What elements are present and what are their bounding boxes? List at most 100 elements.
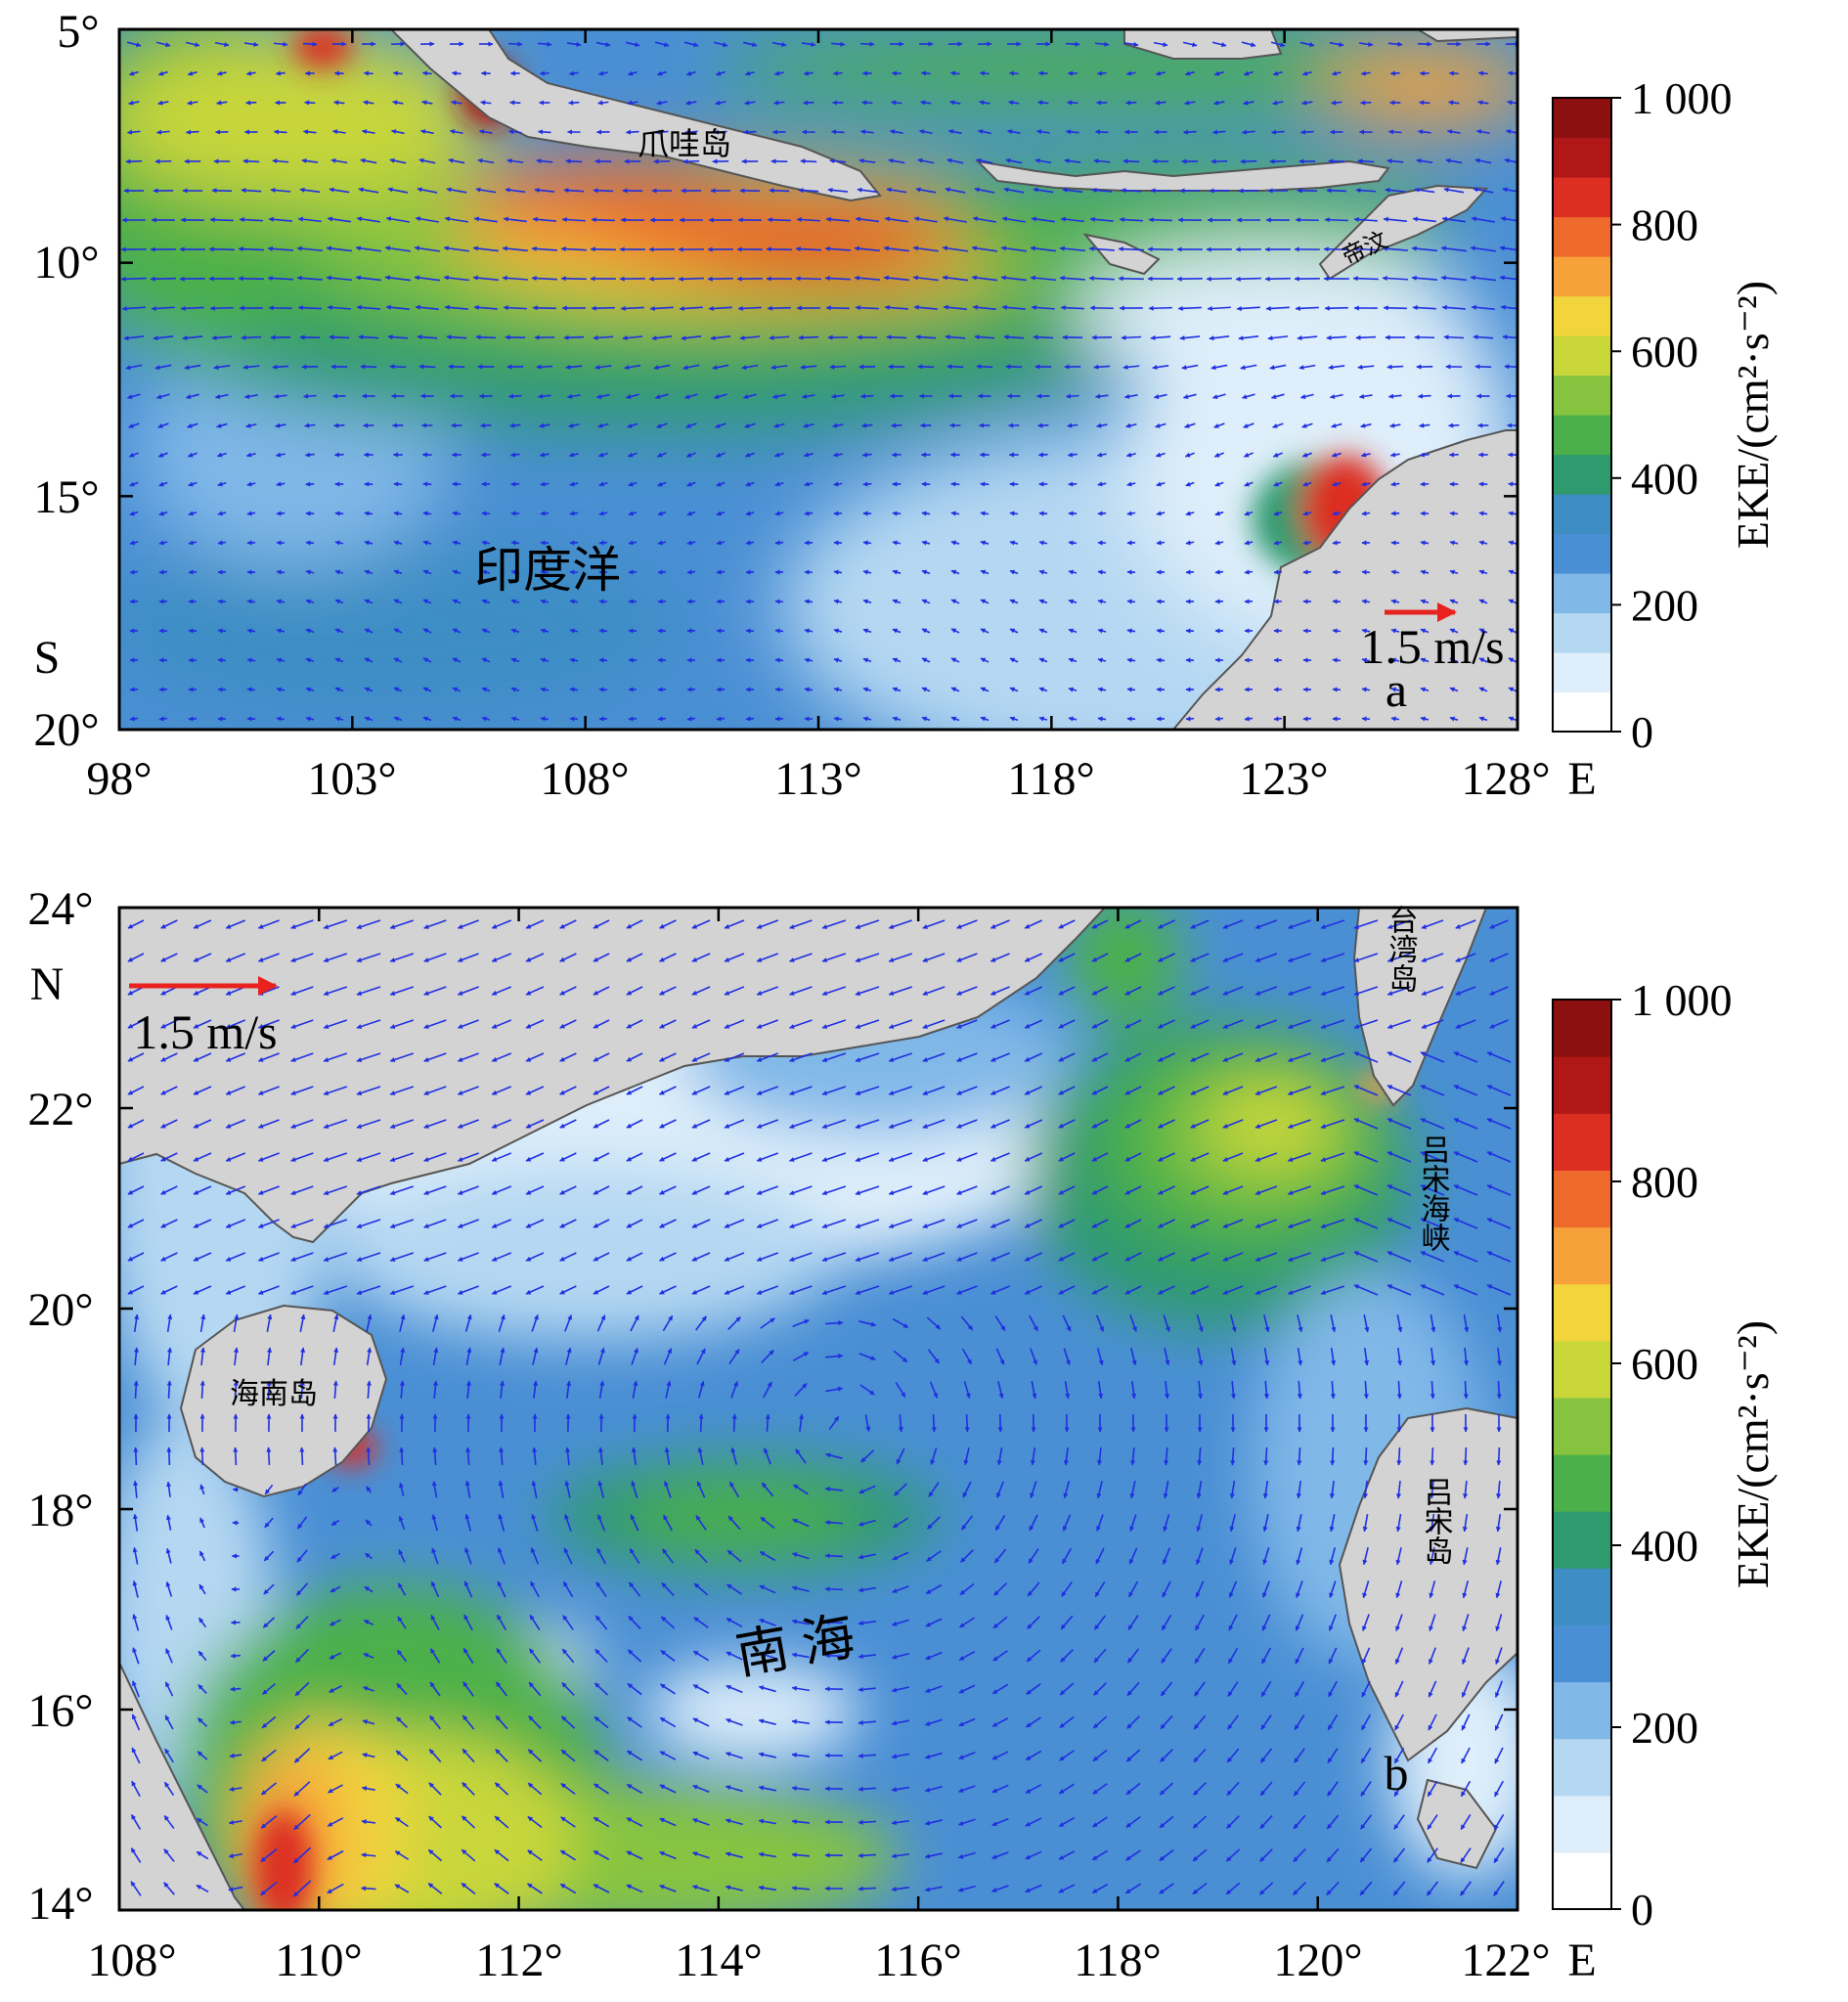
panel-a-vector-785 — [628, 511, 638, 516]
panel-a-vector-322 — [1119, 217, 1143, 223]
panel-a-vector-813 — [1449, 511, 1459, 516]
panel-a-vector-268 — [945, 187, 966, 194]
panel-a-vector-177 — [1094, 129, 1109, 135]
panel-a-vector-757 — [1214, 481, 1224, 487]
panel-a-vector-265 — [857, 187, 878, 194]
panel-a-vector-817 — [158, 540, 168, 546]
panel-a-vector-545 — [624, 364, 641, 371]
panel-a-vector-631 — [333, 423, 345, 428]
panel-a-vector-818 — [188, 540, 198, 546]
panel-a-vector-439 — [327, 304, 351, 311]
panel-a-vector-135 — [1272, 100, 1284, 106]
panel-a-vector-334 — [1471, 216, 1495, 223]
panel-a-vector-537 — [389, 364, 407, 370]
panel-a-vector-409 — [854, 275, 880, 281]
panel-a-vector-730 — [422, 481, 432, 487]
panel-a-vector-517 — [1209, 335, 1230, 341]
panel-a-vector-697 — [861, 452, 872, 458]
label-java: 爪哇岛 — [638, 125, 731, 162]
panel-a-vector-1142 — [1244, 716, 1254, 722]
label-luzon: 吕宋岛 — [1419, 1477, 1453, 1565]
panel-a-vector-234 — [1357, 158, 1375, 164]
panel-a-vector-473 — [1324, 305, 1348, 311]
panel-a-vector-571 — [1386, 364, 1404, 370]
panel-a-vector-910 — [1478, 569, 1488, 575]
panel-a-vector-249 — [387, 187, 409, 194]
panel-a-vector-580 — [243, 393, 258, 399]
panel-a-vector-550 — [770, 364, 788, 371]
panel-a-vector-469 — [1207, 305, 1231, 312]
panel-a-current-vectors — [120, 41, 1518, 722]
panel-a-vector-124 — [949, 100, 961, 106]
panel-a-vector-32 — [1065, 41, 1080, 47]
panel-a-vector-395 — [443, 275, 469, 282]
panel-a-vector-331 — [1383, 216, 1407, 222]
panel-a-vector-870 — [305, 569, 315, 575]
panel-a-vector-802 — [1126, 511, 1136, 516]
panel-b-y-suffix: N — [30, 958, 65, 1010]
colorbar-b-swatch-4 — [1553, 1624, 1611, 1683]
panel-a-vector-442 — [415, 304, 439, 310]
panel-a-vector-690 — [656, 452, 667, 458]
panel-a-vector-445 — [503, 305, 527, 311]
panel-a-vector-43 — [1387, 41, 1403, 47]
panel-a-vector-339 — [208, 246, 235, 252]
panel-a-vector-627 — [216, 423, 228, 428]
panel-a-vector-230 — [1240, 158, 1257, 164]
panel-a-vector-778 — [422, 511, 432, 516]
panel-a-vector-526 — [1473, 334, 1494, 340]
panel-a-vector-902 — [1244, 569, 1254, 575]
panel-a-vector-907 — [1390, 569, 1400, 575]
panel-a-vector-723 — [217, 481, 227, 487]
panel-a-vector-196 — [242, 158, 260, 164]
panel-a-vector-773 — [276, 511, 286, 516]
panel-a-vector-85 — [1213, 70, 1224, 76]
panel-a-vector-630 — [304, 423, 316, 428]
panel-a-vector-758 — [1244, 481, 1254, 487]
colorbar-a-swatch-15 — [1553, 98, 1611, 139]
colorbar-b-label-0: 1 000 — [1631, 975, 1733, 1025]
panel-a-vector-432 — [121, 305, 146, 312]
panel-a-vector-561 — [1093, 364, 1111, 370]
panel-a-vector-629 — [275, 423, 286, 428]
panel-a-vector-918 — [305, 599, 315, 604]
panel-a-vector-140 — [1419, 100, 1430, 106]
panel-a-vector-1024 — [598, 657, 608, 663]
panel-a-vector-791 — [804, 511, 814, 516]
panel-a-vector-97 — [157, 100, 169, 106]
panel-a-vector-569 — [1328, 364, 1345, 371]
panel-a-vector-187 — [1387, 129, 1402, 135]
panel-a-vector-464 — [1060, 305, 1084, 311]
panel-a-vector-665 — [1331, 423, 1342, 428]
panel-a-vector-803 — [1156, 511, 1166, 516]
colorbar-a-swatch-8 — [1553, 375, 1611, 416]
panel-a-vector-296 — [356, 216, 380, 223]
panel-a-vector-716 — [1419, 452, 1430, 458]
panel-a-vector-450 — [649, 305, 674, 312]
panel-a-vector-384 — [120, 276, 147, 282]
panel-a-vector-416 — [1059, 275, 1085, 281]
panel-a-vector-794 — [892, 511, 902, 516]
colorbar-b-label-5: 0 — [1631, 1885, 1653, 1935]
panel-a-vector-107 — [451, 100, 462, 106]
panel-a-vector-724 — [246, 481, 256, 487]
panel-a-vector-168 — [830, 129, 845, 135]
panel-a-vector-295 — [327, 216, 351, 223]
panel-a-vector-312 — [825, 216, 850, 222]
panel-a-vector-397 — [502, 275, 528, 281]
panel-a-vector-158 — [537, 129, 551, 135]
colorbar-b-swatch-1 — [1553, 1795, 1611, 1853]
panel-a-vector-533 — [272, 364, 289, 370]
panel-b-vector-647 — [698, 1413, 704, 1432]
panel-a-vector-383 — [1499, 245, 1518, 251]
panel-a-vector-570 — [1357, 364, 1375, 370]
panel-a-vector-589 — [507, 393, 522, 399]
panel-b-vector-710 — [1396, 1446, 1402, 1466]
label-indian-ocean: 印度洋 — [474, 542, 621, 599]
panel-a-vector-892 — [950, 569, 960, 575]
panel-a-vector-549 — [741, 364, 759, 371]
panel-a-vector-715 — [1389, 452, 1400, 458]
panel-a-vector-193 — [154, 158, 172, 164]
panel-a-vector-188 — [1417, 129, 1431, 135]
panel-a-vector-854 — [1244, 540, 1254, 546]
